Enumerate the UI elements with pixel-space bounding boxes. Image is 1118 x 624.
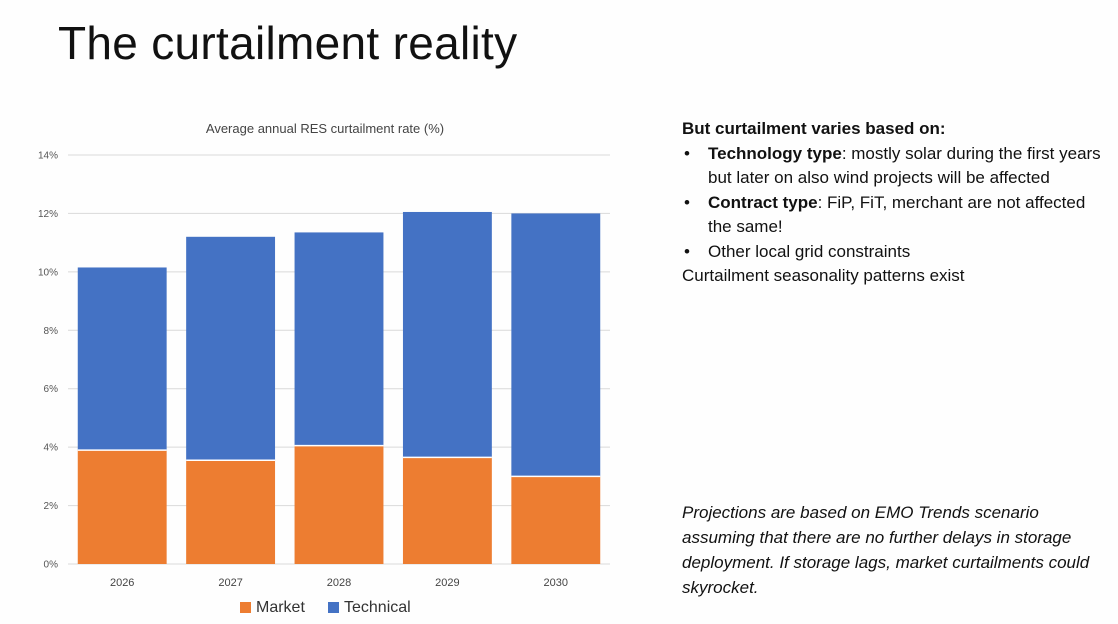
y-tick-label: 4% <box>44 443 59 454</box>
y-tick-label: 6% <box>44 384 59 395</box>
y-tick-label: 14% <box>38 151 58 162</box>
x-tick-label: 2028 <box>327 577 351 589</box>
bar-market-2026 <box>77 450 167 564</box>
chart-area: Average annual RES curtailment rate (%) 0… <box>38 121 610 616</box>
bar-market-2030 <box>511 476 601 564</box>
bullet-item-contract: Contract type: FiP, FiT, merchant are no… <box>682 191 1112 240</box>
bar-market-2029 <box>402 457 492 564</box>
legend-label-technical: Technical <box>344 599 411 616</box>
y-tick-label: 8% <box>44 326 59 337</box>
x-tick-label: 2030 <box>544 577 568 589</box>
bullet-bold: Technology type <box>708 143 842 163</box>
bullets-list: Technology type: mostly solar during the… <box>682 142 1112 265</box>
bullet-text: Other local grid constraints <box>708 241 911 261</box>
bullet-text: : mostly solar during the first years bu… <box>708 143 1101 188</box>
bar-technical-2029 <box>402 211 492 458</box>
x-tick-label: 2029 <box>435 577 459 589</box>
slide-title: The curtailment reality <box>58 17 518 69</box>
curtailment-chart: Average annual RES curtailment rate (%) 0… <box>38 121 610 616</box>
legend-label-market: Market <box>256 599 305 616</box>
bar-market-2027 <box>186 460 276 564</box>
bar-technical-2026 <box>77 267 167 451</box>
y-tick-label: 12% <box>38 209 58 220</box>
bullet-bold: Contract type <box>708 192 818 212</box>
legend-swatch-technical <box>328 602 339 613</box>
bullet-item-grid: Other local grid constraints <box>682 240 1112 265</box>
y-tick-label: 0% <box>44 560 59 571</box>
legend-swatch-market <box>240 602 251 613</box>
bullets-heading: But curtailment varies based on: <box>682 119 946 138</box>
bullets-block: But curtailment varies based on: Technol… <box>682 117 1112 289</box>
bar-technical-2028 <box>294 232 384 446</box>
bar-technical-2030 <box>511 213 601 477</box>
y-tick-label: 10% <box>38 267 58 278</box>
bullet-text: : FiP, FiT, merchant are not affected th… <box>708 192 1086 237</box>
bullet-item-technology: Technology type: mostly solar during the… <box>682 142 1112 191</box>
projection-note: Projections are based on EMO Trends scen… <box>682 503 1090 597</box>
y-tick-label: 2% <box>44 501 59 512</box>
bar-technical-2027 <box>186 236 276 461</box>
bar-market-2028 <box>294 445 384 564</box>
bullets-footer: Curtailment seasonality patterns exist <box>682 266 965 285</box>
x-tick-label: 2027 <box>218 577 242 589</box>
x-tick-label: 2026 <box>110 577 134 589</box>
chart-title: Average annual RES curtailment rate (%) <box>206 121 444 136</box>
